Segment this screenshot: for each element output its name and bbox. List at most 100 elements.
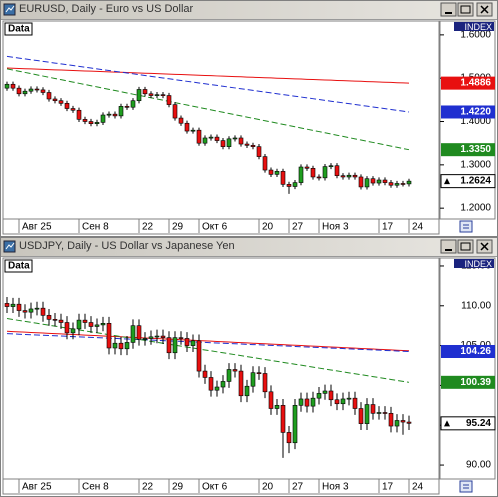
last-price-box bbox=[440, 416, 496, 431]
candle-body bbox=[322, 390, 328, 394]
candle-body bbox=[100, 323, 106, 326]
y-tick-label: 1.2000 bbox=[460, 203, 491, 214]
candle-body bbox=[124, 106, 130, 108]
window-controls bbox=[3, 239, 493, 254]
time-axis bbox=[2, 478, 440, 495]
candle-body bbox=[130, 325, 136, 343]
chart-window: EURUSD, Daily - Euro vs US Dollar 1.2000… bbox=[0, 0, 498, 237]
candle-body bbox=[10, 83, 16, 89]
x-tick-label: 24 bbox=[412, 482, 424, 493]
candle-body bbox=[370, 404, 376, 414]
line bbox=[6, 55, 410, 113]
window-controls bbox=[3, 2, 493, 17]
corner-button[interactable] bbox=[459, 480, 473, 493]
candle-body bbox=[88, 322, 94, 327]
maximize-button[interactable] bbox=[457, 239, 474, 254]
candle-body bbox=[184, 338, 190, 346]
candle-body bbox=[304, 166, 310, 169]
last-value-label: 104.26 bbox=[460, 346, 491, 357]
candle-body bbox=[40, 89, 46, 93]
candle-body bbox=[250, 145, 256, 147]
line bbox=[6, 68, 410, 151]
line bbox=[6, 330, 410, 352]
candle-body bbox=[274, 171, 280, 175]
last-value-box bbox=[441, 76, 495, 90]
candle-body bbox=[322, 166, 328, 179]
candle-body bbox=[394, 183, 400, 186]
candle-body bbox=[352, 397, 358, 409]
candle-body bbox=[220, 381, 226, 388]
candle-body bbox=[172, 104, 178, 119]
candle-body bbox=[178, 337, 184, 339]
candle-body bbox=[46, 315, 52, 320]
x-tick-label: Ноя 3 bbox=[322, 482, 349, 493]
candle-body bbox=[166, 337, 172, 354]
candle-body bbox=[160, 335, 166, 338]
corner-button[interactable] bbox=[459, 220, 473, 233]
candle-body bbox=[4, 303, 10, 307]
candle-body bbox=[148, 93, 154, 96]
y-tick-label: 90.00 bbox=[466, 460, 491, 471]
candle-body bbox=[292, 182, 298, 187]
plot-area bbox=[2, 257, 440, 480]
candle-body bbox=[292, 405, 298, 444]
y-tick-label: 110.00 bbox=[461, 300, 491, 311]
candle-body bbox=[52, 98, 58, 102]
candle-body bbox=[382, 412, 388, 414]
minimize-button[interactable] bbox=[440, 239, 457, 254]
candle-body bbox=[70, 328, 76, 334]
x-tick-label: Сен 8 bbox=[82, 222, 109, 233]
candle-body bbox=[40, 307, 46, 316]
candle-body bbox=[94, 122, 100, 124]
candle-body bbox=[286, 432, 292, 444]
chart: 90.0095.00100.00105.00110.00115.00DataIN… bbox=[2, 257, 496, 495]
x-tick-label: 29 bbox=[172, 482, 184, 493]
candle-body bbox=[58, 319, 64, 323]
x-tick-label: 22 bbox=[142, 222, 154, 233]
x-tick-label: 20 bbox=[262, 482, 274, 493]
y-tick-label: 1.3000 bbox=[460, 159, 491, 170]
candle-body bbox=[268, 169, 274, 175]
candle-body bbox=[22, 310, 28, 313]
candle-body bbox=[316, 176, 322, 179]
candle-body bbox=[400, 183, 406, 185]
candle-body bbox=[340, 175, 346, 178]
line bbox=[6, 333, 410, 352]
candle-body bbox=[280, 405, 286, 433]
candle-body bbox=[142, 338, 148, 340]
window-icon bbox=[3, 240, 16, 253]
x-tick-label: Авг 25 bbox=[22, 222, 52, 233]
window-icon-glyph bbox=[5, 5, 15, 13]
candle-body bbox=[388, 412, 394, 427]
candle-body bbox=[226, 138, 232, 147]
candle-body bbox=[250, 372, 256, 387]
maximize-button[interactable] bbox=[457, 2, 474, 17]
last-price-box bbox=[440, 174, 496, 189]
candle-body bbox=[256, 146, 262, 157]
candle-body bbox=[160, 94, 166, 96]
window-icon-glyph bbox=[5, 242, 15, 250]
candle-body bbox=[112, 342, 118, 349]
corner-glyph bbox=[463, 484, 469, 489]
window-title: USDJPY, Daily - US Dollar vs Japanese Ye… bbox=[19, 240, 235, 252]
candle-body bbox=[196, 340, 202, 372]
axis-label: INDEX bbox=[464, 22, 492, 32]
chart-window: USDJPY, Daily - US Dollar vs Japanese Ye… bbox=[0, 237, 498, 497]
candle-body bbox=[370, 178, 376, 184]
minimize-button[interactable] bbox=[440, 2, 457, 17]
last-price-marker bbox=[444, 178, 450, 185]
y-tick-label: 1.6000 bbox=[460, 29, 491, 40]
candle-body bbox=[28, 88, 34, 92]
candle-body bbox=[310, 168, 316, 178]
x-tick-label: 24 bbox=[412, 222, 424, 233]
candle-body bbox=[16, 87, 22, 95]
candle-body bbox=[70, 108, 76, 111]
candle-body bbox=[334, 165, 340, 176]
title-bar: EURUSD, Daily - Euro vs US Dollar bbox=[1, 1, 497, 20]
candle-body bbox=[94, 324, 100, 327]
x-tick-label: 20 bbox=[262, 222, 274, 233]
close-glyph bbox=[480, 5, 489, 14]
candle-body bbox=[136, 89, 142, 102]
candle-body bbox=[406, 421, 412, 424]
x-tick-label: Сен 8 bbox=[82, 482, 109, 493]
